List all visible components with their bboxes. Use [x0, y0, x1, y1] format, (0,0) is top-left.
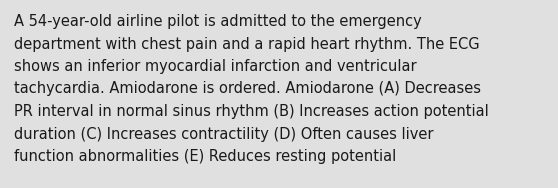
Text: duration (C) Increases contractility (D) Often causes liver: duration (C) Increases contractility (D)… — [14, 127, 434, 142]
Text: department with chest pain and a rapid heart rhythm. The ECG: department with chest pain and a rapid h… — [14, 36, 480, 52]
Text: shows an inferior myocardial infarction and ventricular: shows an inferior myocardial infarction … — [14, 59, 417, 74]
Text: tachycardia. Amiodarone is ordered. Amiodarone (A) Decreases: tachycardia. Amiodarone is ordered. Amio… — [14, 82, 481, 96]
Text: PR interval in normal sinus rhythm (B) Increases action potential: PR interval in normal sinus rhythm (B) I… — [14, 104, 489, 119]
Text: A 54-year-old airline pilot is admitted to the emergency: A 54-year-old airline pilot is admitted … — [14, 14, 422, 29]
Text: function abnormalities (E) Reduces resting potential: function abnormalities (E) Reduces resti… — [14, 149, 396, 164]
